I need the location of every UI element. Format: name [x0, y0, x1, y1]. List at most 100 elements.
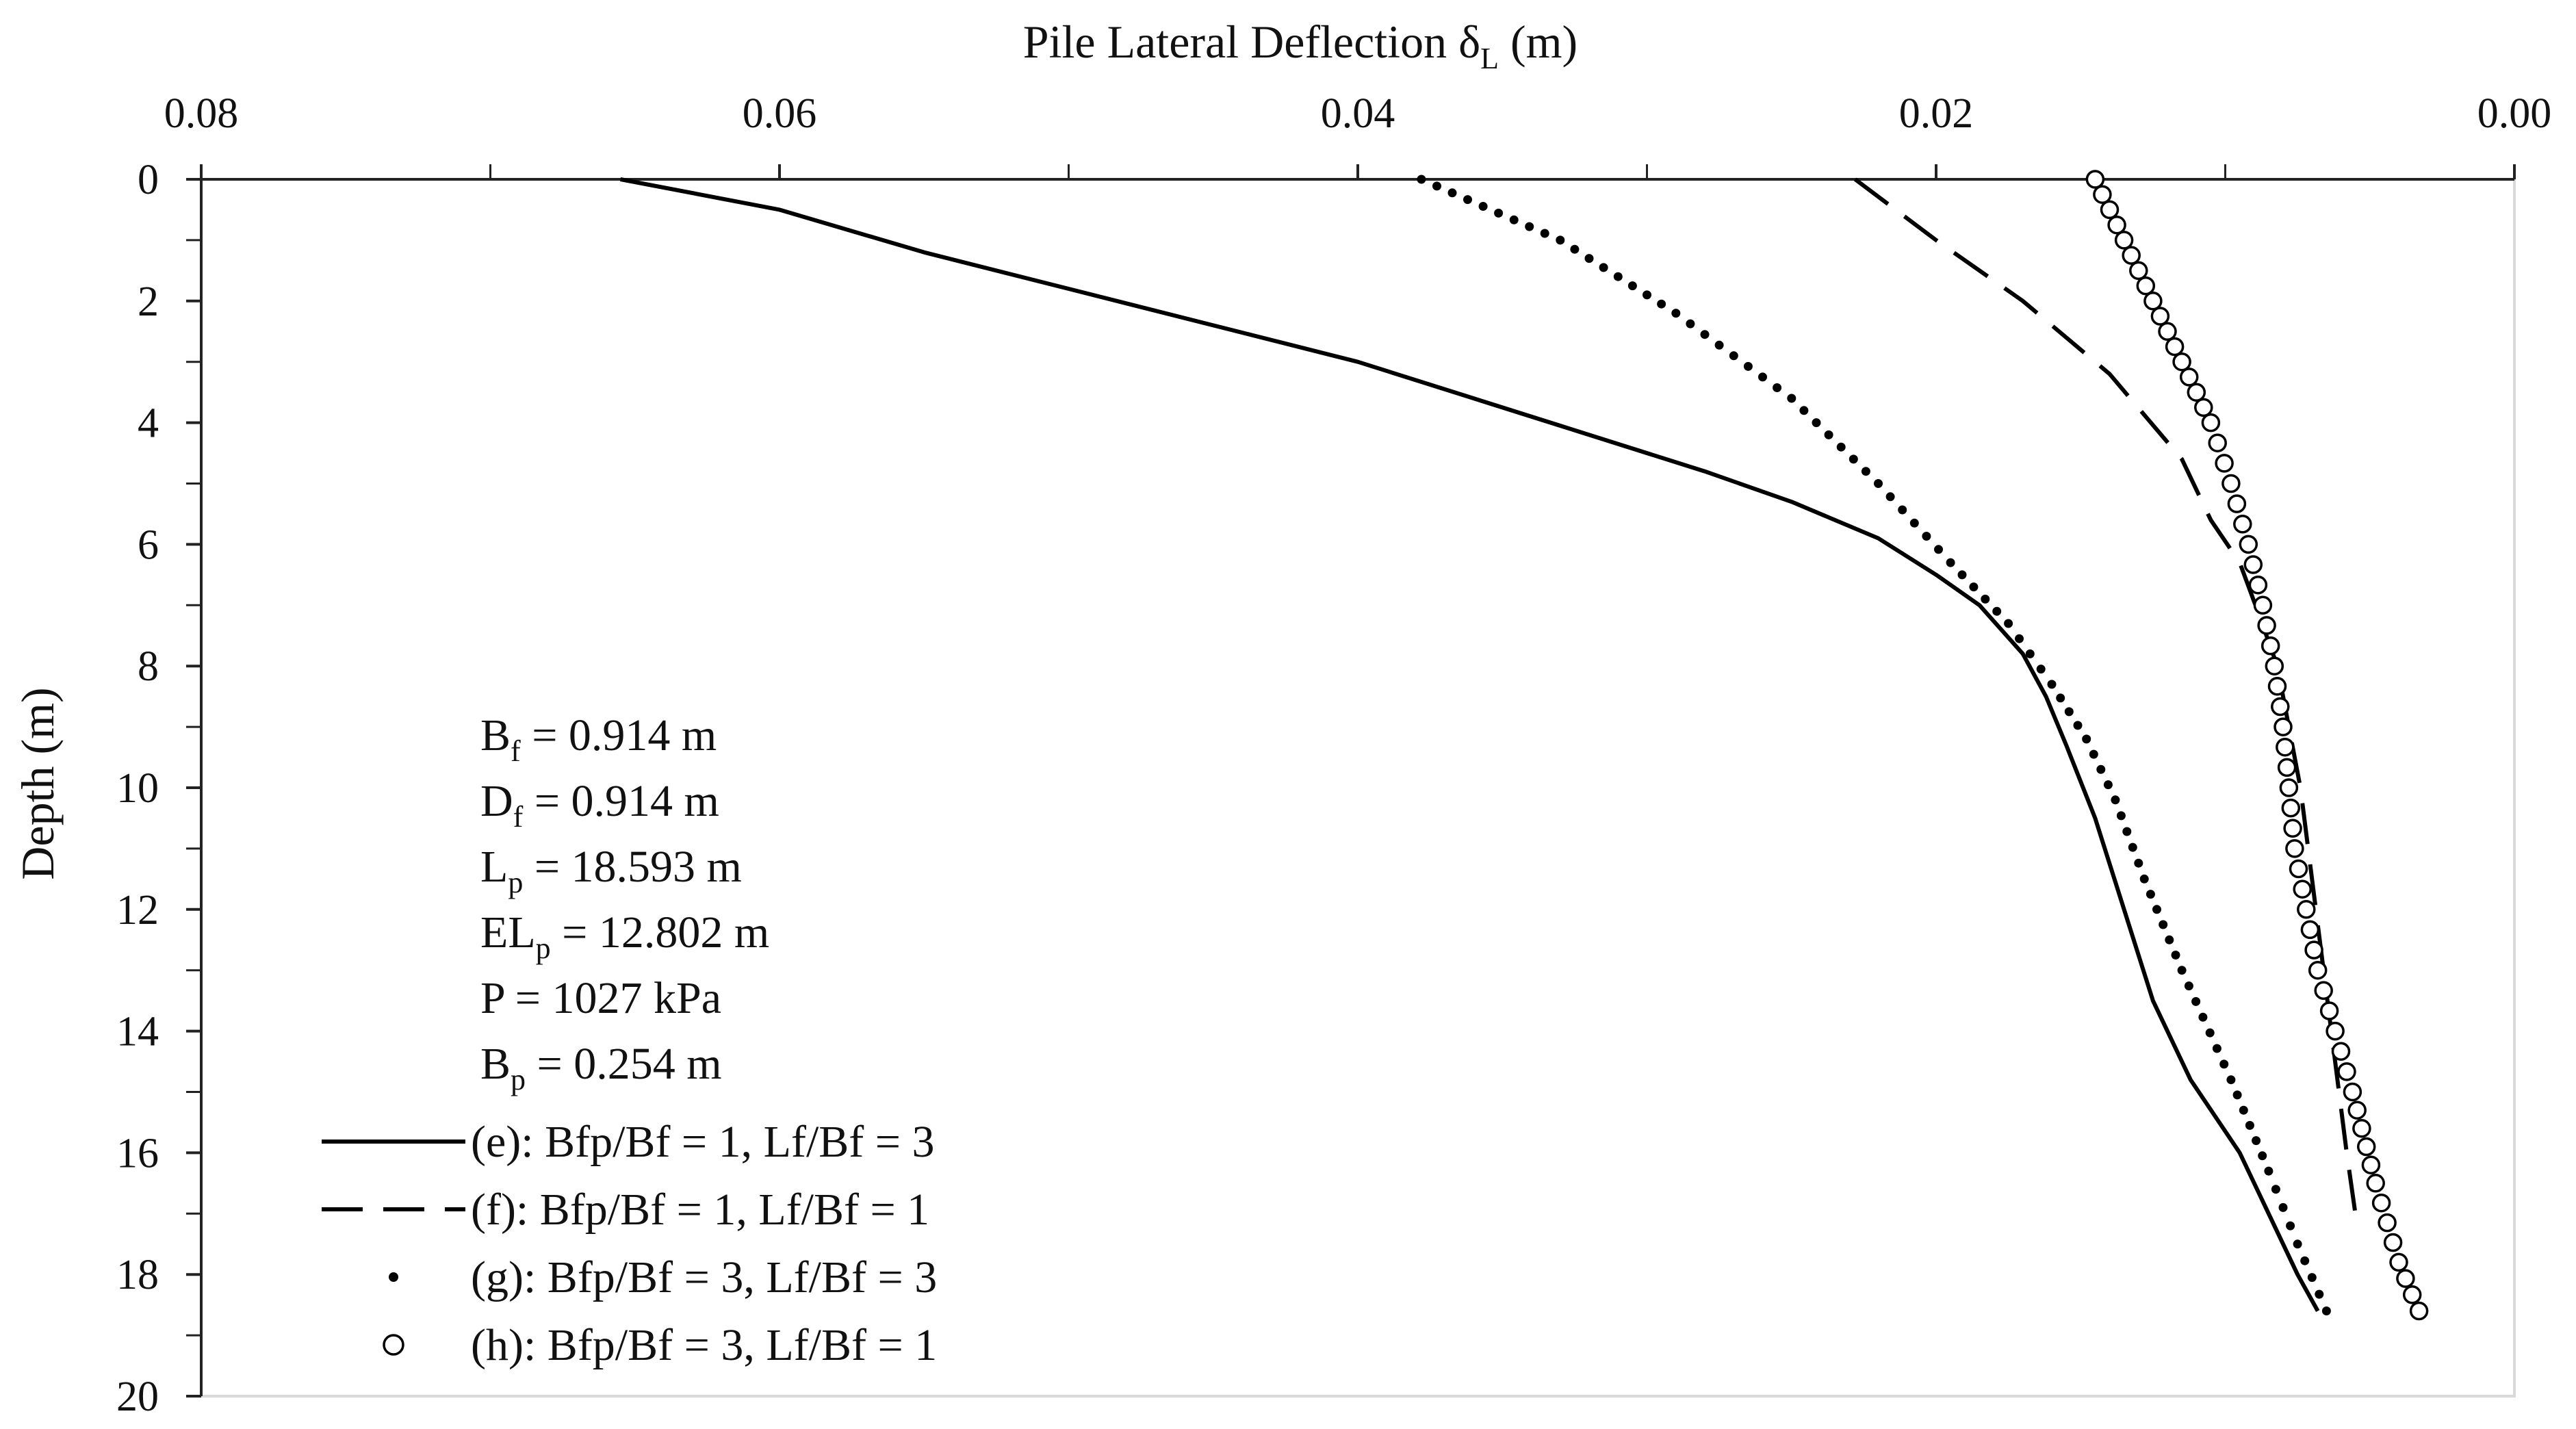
data-point-dot: [1969, 582, 1979, 592]
data-point-dot: [1432, 181, 1441, 191]
y-tick-label: 4: [138, 400, 159, 447]
data-point-circle: [2271, 697, 2290, 717]
data-point-dot: [2315, 1289, 2324, 1299]
legend-label: (h): Bfp/Bf = 3, Lf/Bf = 1: [471, 1320, 937, 1370]
data-point-dot: [1981, 594, 1990, 604]
data-point-dot: [1861, 467, 1870, 476]
data-point-circle: [2276, 737, 2295, 757]
data-point-circle: [2143, 292, 2163, 311]
data-point-dot: [1898, 505, 1907, 515]
data-point-dot: [2321, 1306, 2331, 1315]
data-point-dot: [1934, 545, 1943, 554]
data-point-dot: [2064, 707, 2074, 717]
series-line-solid: [620, 177, 2320, 1312]
y-tick-label: 0: [138, 157, 159, 203]
data-point-dot: [2177, 966, 2187, 975]
data-point-dot: [1729, 351, 1738, 361]
data-point-circle: [2409, 1301, 2429, 1321]
data-point-circle: [2267, 677, 2287, 696]
data-point-dot: [1686, 319, 1695, 329]
data-point-circle: [2285, 839, 2304, 858]
data-point-circle: [2378, 1213, 2397, 1233]
data-point-dot: [2152, 905, 2161, 914]
data-point-circle: [2215, 454, 2234, 473]
data-point-dot: [2103, 780, 2113, 790]
data-point-dot: [1478, 202, 1488, 211]
data-point-circle: [2150, 307, 2170, 326]
data-point-dot: [1447, 188, 1457, 198]
data-point-dot: [1525, 222, 1534, 231]
data-point-dot: [1599, 263, 1608, 272]
data-point-circle: [2396, 1269, 2415, 1288]
series-line-dashed: [1853, 177, 2358, 1214]
data-point-dot: [1812, 418, 1821, 428]
parameter-text: P = 1027 kPa: [480, 973, 721, 1023]
legend-label: (e): Bfp/Bf = 1, Lf/Bf = 3: [471, 1117, 935, 1167]
axes: 0.08 0.06 0.04 0.02 0.00 0 2 4 6 8 10 12 14 16 18 20: [116, 90, 2551, 1420]
legend-label: (f): Bfp/Bf = 1, Lf/Bf = 1: [471, 1185, 929, 1235]
data-point-dot: [1787, 394, 1796, 403]
parameter-text: ELp = 12.802 m: [480, 907, 769, 965]
data-point-circle: [2253, 595, 2273, 615]
data-point-dot: [1799, 406, 1809, 415]
data-point-circle: [2085, 170, 2105, 189]
data-point-circle: [2114, 231, 2134, 250]
data-point-dot: [2082, 734, 2091, 744]
series-circles: [2085, 170, 2429, 1321]
legend: (e): Bfp/Bf = 1, Lf/Bf = 3 (f): Bfp/Bf = …: [322, 1117, 937, 1370]
data-point-circle: [2300, 920, 2320, 940]
data-point-dot: [2212, 1044, 2221, 1053]
data-point-dot: [2171, 951, 2180, 960]
data-point-dot: [1758, 372, 1767, 382]
data-point-circle: [2107, 215, 2126, 235]
x-tick-label: 0.02: [1899, 90, 1974, 137]
legend-item: (e): Bfp/Bf = 1, Lf/Bf = 3: [322, 1117, 935, 1167]
data-point-circle: [2257, 616, 2276, 635]
data-point-dot: [2258, 1151, 2267, 1161]
data-point-circle: [2389, 1252, 2408, 1272]
data-point-dot: [2004, 619, 2013, 628]
data-point-circle: [2274, 717, 2293, 736]
legend-item: (g): Bfp/Bf = 3, Lf/Bf = 3: [389, 1252, 937, 1302]
data-point-dot: [2047, 680, 2057, 689]
data-point-dot: [1836, 442, 1846, 452]
data-point-dot: [2025, 649, 2035, 658]
data-point-circle: [2283, 819, 2302, 838]
data-point-dot: [1922, 532, 1931, 541]
data-point-dot: [1494, 208, 1504, 218]
y-tick-label: 14: [116, 1009, 159, 1055]
data-point-dot: [1957, 570, 1967, 580]
data-point-dot: [1643, 290, 1651, 300]
data-point-dot: [1885, 492, 1895, 502]
data-point-circle: [2326, 1021, 2345, 1041]
data-point-dot: [2089, 749, 2098, 759]
data-point-circle: [2383, 1233, 2403, 1252]
data-point-dot: [1849, 454, 1858, 464]
data-point-dot: [1700, 330, 1710, 339]
data-point-circle: [2319, 1001, 2339, 1020]
data-point-circle: [2172, 352, 2191, 372]
data-point-dot: [2139, 874, 2149, 884]
data-point-circle: [2356, 1137, 2376, 1157]
data-point-dot: [2307, 1273, 2317, 1283]
y-tick-label: 18: [116, 1252, 159, 1298]
data-point-circle: [2194, 398, 2213, 417]
legend-item: (h): Bfp/Bf = 3, Lf/Bf = 1: [383, 1320, 937, 1370]
data-point-circle: [2239, 535, 2258, 554]
x-tick-label: 0.04: [1321, 90, 1395, 137]
data-point-circle: [2201, 413, 2221, 433]
data-point-dot: [2134, 858, 2143, 868]
data-point-circle: [2331, 1042, 2351, 1061]
data-point-dot: [2271, 1185, 2280, 1194]
data-point-dot: [2252, 1136, 2261, 1146]
data-point-dot: [2226, 1075, 2236, 1085]
y-tick-label: 6: [138, 522, 159, 568]
legend-swatch-circle: [383, 1334, 404, 1356]
data-point-dot: [2111, 795, 2120, 805]
data-point-circle: [2293, 879, 2312, 899]
data-point-circle: [2100, 200, 2120, 220]
data-point-circle: [2136, 276, 2156, 296]
data-point-circle: [2208, 433, 2227, 452]
data-point-circle: [2233, 515, 2252, 534]
